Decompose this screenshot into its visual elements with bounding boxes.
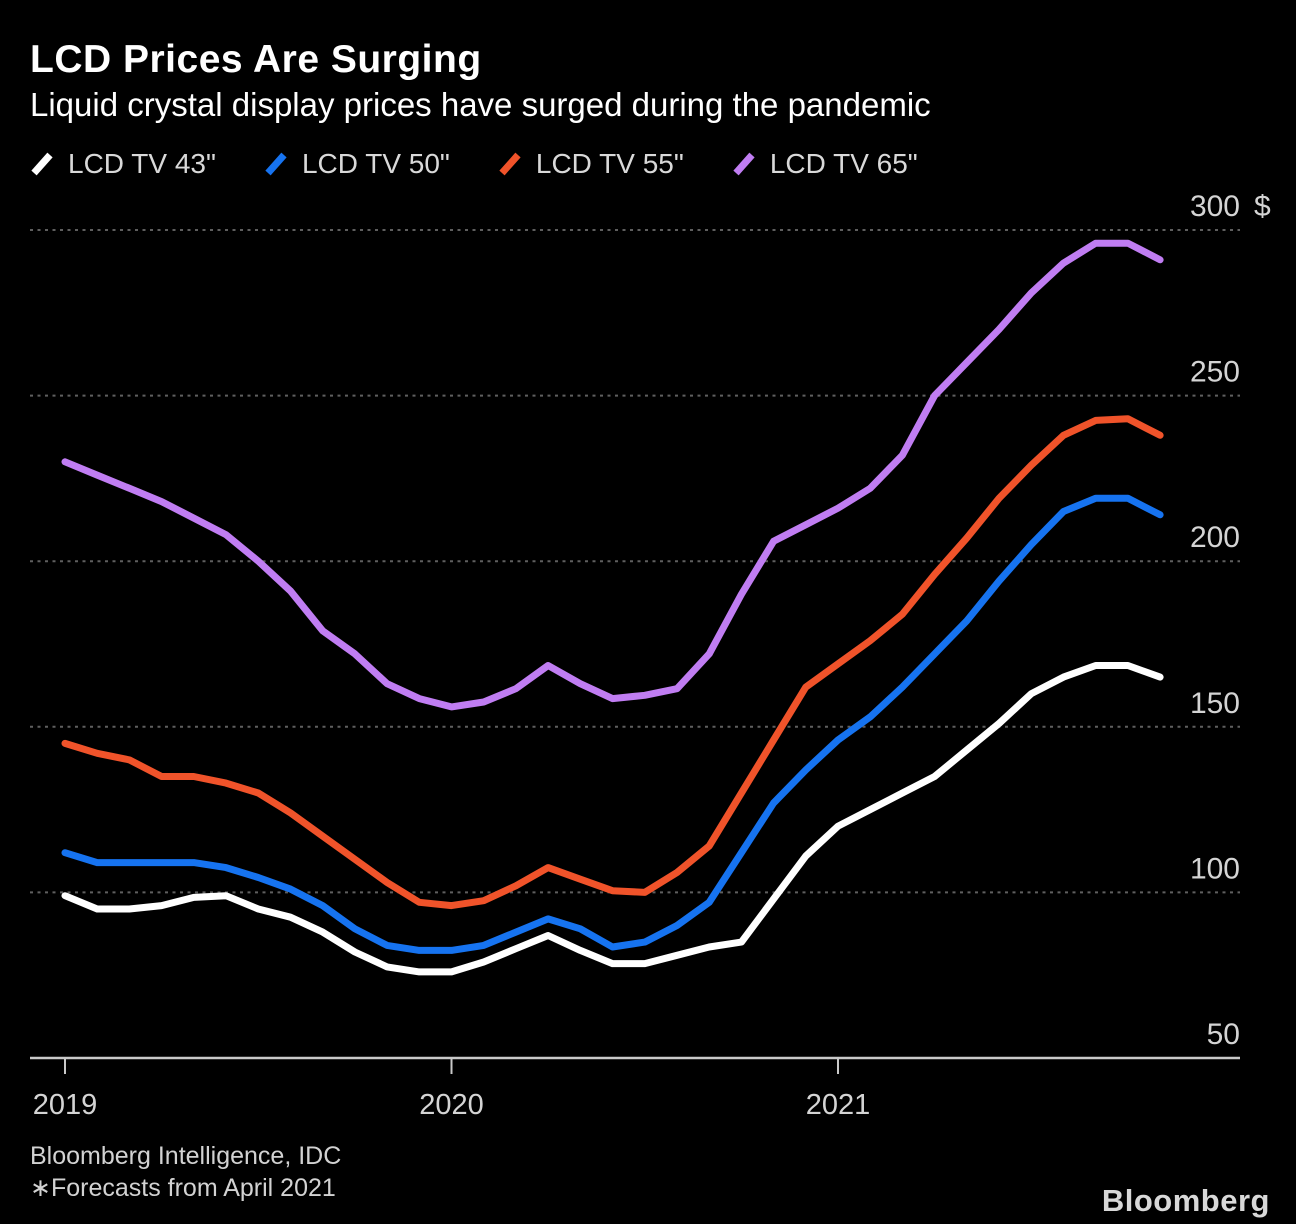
bloomberg-logo: Bloomberg — [1101, 1183, 1270, 1218]
legend-slash-icon — [733, 152, 755, 176]
y-axis-unit-label: $ — [1254, 190, 1271, 223]
legend-item-label: LCD TV 43" — [68, 148, 216, 179]
forecast-note: ∗Forecasts from April 2021 — [30, 1174, 336, 1202]
series-line-lcd-tv-50 — [61, 494, 1164, 954]
y-axis-label-150: 150 — [1190, 687, 1240, 720]
series-line-lcd-tv-55 — [61, 415, 1164, 910]
legend-item-lcd-tv-50: LCD TV 50" — [264, 148, 450, 180]
legend-item-lcd-tv-65: LCD TV 65" — [732, 148, 918, 180]
legend-item-lcd-tv-55: LCD TV 55" — [498, 148, 684, 180]
y-axis-label-50: 50 — [1207, 1018, 1240, 1051]
y-axis-label-250: 250 — [1190, 356, 1240, 389]
legend-item-lcd-tv-43: LCD TV 43" — [30, 148, 216, 180]
series-line-lcd-tv-43 — [61, 662, 1164, 976]
legend-item-label: LCD TV 65" — [769, 148, 918, 179]
x-axis-label-2019: 2019 — [33, 1089, 98, 1121]
page-title: LCD Prices Are Surging — [30, 38, 482, 81]
series-line-lcd-tv-65 — [61, 239, 1164, 711]
y-axis-label-100: 100 — [1190, 852, 1240, 885]
source-note: Bloomberg Intelligence, IDC ∗Forecasts f… — [30, 1140, 341, 1204]
legend-slash-icon — [31, 152, 53, 176]
source-line: Bloomberg Intelligence, IDC — [30, 1142, 342, 1170]
y-axis-label-200: 200 — [1190, 521, 1240, 554]
legend-slash-icon — [265, 152, 287, 176]
legend-item-label: LCD TV 50" — [301, 148, 450, 179]
page-subtitle: Liquid crystal display prices have surge… — [30, 86, 931, 123]
legend-item-label: LCD TV 55" — [535, 148, 684, 179]
y-axis-label-300: 300 — [1190, 190, 1240, 223]
x-axis-label-2021: 2021 — [806, 1089, 871, 1121]
x-axis-label-2020: 2020 — [419, 1089, 484, 1121]
legend: LCD TV 43" LCD TV 50" LCD TV 55" LCD TV 65" — [30, 148, 918, 180]
legend-slash-icon — [499, 152, 521, 176]
